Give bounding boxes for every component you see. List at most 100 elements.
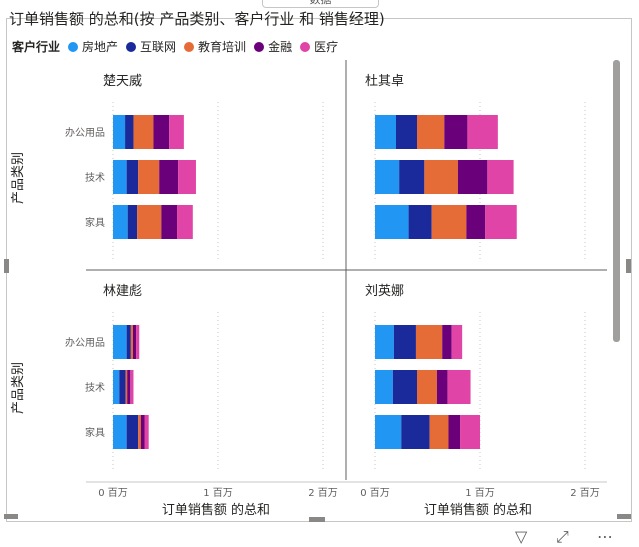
resize-handle-bottom[interactable] bbox=[309, 517, 325, 522]
bar-segment bbox=[424, 160, 458, 194]
bar-segment bbox=[161, 205, 178, 239]
legend-label: 医疗 bbox=[314, 40, 339, 54]
y-axis-title: 产品类别 bbox=[11, 362, 26, 414]
bar-segment bbox=[113, 115, 126, 149]
legend-title: 客户行业 bbox=[12, 40, 61, 54]
legend-marker-icon bbox=[254, 41, 265, 52]
bar-segment bbox=[113, 370, 120, 404]
bar-segment bbox=[396, 115, 417, 149]
bar-segment bbox=[408, 205, 432, 239]
x-axis-title: 订单销售额 的总和 bbox=[424, 502, 532, 518]
legend-marker-icon bbox=[300, 41, 311, 52]
bar-segment bbox=[448, 415, 461, 449]
legend-marker-icon bbox=[68, 41, 79, 52]
resize-handle-bottom-left[interactable] bbox=[4, 514, 18, 519]
bar-segment bbox=[485, 205, 517, 239]
vertical-scrollbar[interactable] bbox=[613, 60, 620, 342]
panel-title: 杜其卓 bbox=[365, 74, 404, 89]
legend-marker-icon bbox=[126, 41, 137, 52]
bar-segment bbox=[393, 325, 416, 359]
legend-item-real-estate[interactable]: 房地产 bbox=[68, 38, 118, 55]
legend: 客户行业 房地产 互联网 教育培训 金融 医疗 bbox=[12, 38, 346, 55]
bar-segment bbox=[457, 160, 488, 194]
x-tick-label: 2 百万 bbox=[570, 487, 600, 499]
x-tick-label: 0 百万 bbox=[360, 487, 390, 499]
resize-handle-left[interactable] bbox=[4, 259, 9, 273]
bar-segment bbox=[451, 325, 463, 359]
category-label: 家具 bbox=[85, 426, 105, 439]
bar-segment bbox=[401, 415, 430, 449]
bar-segment bbox=[442, 325, 452, 359]
y-axis-title: 产品类别 bbox=[11, 152, 26, 204]
bar-segment bbox=[140, 415, 145, 449]
category-label: 技术 bbox=[85, 171, 105, 184]
bar-segment bbox=[125, 115, 134, 149]
resize-handle-right[interactable] bbox=[626, 259, 631, 273]
bar-segment bbox=[113, 325, 127, 359]
resize-handle-bottom-right[interactable] bbox=[617, 514, 631, 519]
x-tick-label: 1 百万 bbox=[203, 487, 233, 499]
bar-segment bbox=[375, 160, 400, 194]
bar-segment bbox=[429, 415, 449, 449]
bar-segment bbox=[126, 160, 139, 194]
bar-segment bbox=[159, 160, 179, 194]
legend-label: 教育培训 bbox=[198, 40, 247, 54]
legend-item-internet[interactable]: 互联网 bbox=[126, 38, 176, 55]
x-axis-title: 订单销售额 的总和 bbox=[162, 502, 270, 518]
x-tick-label: 1 百万 bbox=[465, 487, 495, 499]
legend-item-education[interactable]: 教育培训 bbox=[184, 38, 246, 55]
bar-segment bbox=[444, 115, 468, 149]
bar-segment bbox=[375, 370, 393, 404]
bar-segment bbox=[113, 160, 127, 194]
legend-label: 金融 bbox=[268, 40, 293, 54]
legend-label: 房地产 bbox=[82, 40, 119, 54]
bar-segment bbox=[126, 325, 131, 359]
bar-segment bbox=[125, 370, 128, 404]
panel-title: 楚天威 bbox=[103, 74, 142, 89]
focus-mode-icon[interactable]: ⤢ bbox=[556, 527, 569, 546]
data-tab[interactable]: 数据 bbox=[262, 0, 379, 8]
bar-segment bbox=[126, 415, 139, 449]
category-label: 办公用品 bbox=[65, 126, 105, 139]
bar-segment bbox=[466, 205, 486, 239]
legend-label: 互联网 bbox=[140, 40, 177, 54]
bar-segment bbox=[375, 115, 396, 149]
bar-segment bbox=[375, 325, 394, 359]
x-tick-label: 0 百万 bbox=[98, 487, 128, 499]
bar-segment bbox=[138, 415, 141, 449]
bar-segment bbox=[138, 160, 160, 194]
bar-segment bbox=[375, 205, 409, 239]
bar-segment bbox=[375, 415, 402, 449]
bar-segment bbox=[447, 370, 471, 404]
x-tick-label: 2 百万 bbox=[308, 487, 338, 499]
bar-segment bbox=[178, 160, 196, 194]
legend-marker-icon bbox=[184, 41, 195, 52]
legend-item-medical[interactable]: 医疗 bbox=[300, 38, 338, 55]
bar-segment bbox=[436, 370, 448, 404]
panel-title: 刘英娜 bbox=[365, 284, 404, 299]
bar-segment bbox=[136, 325, 140, 359]
bar-segment bbox=[431, 205, 467, 239]
bar-segment bbox=[392, 370, 417, 404]
bar-segment bbox=[113, 205, 128, 239]
bar-segment bbox=[127, 370, 131, 404]
filter-icon[interactable]: ▽ bbox=[515, 527, 528, 546]
bar-segment bbox=[417, 370, 437, 404]
bar-segment bbox=[133, 115, 154, 149]
bar-segment bbox=[153, 115, 170, 149]
bar-segment bbox=[417, 115, 445, 149]
bar-segment bbox=[127, 205, 138, 239]
bar-segment bbox=[460, 415, 480, 449]
bar-segment bbox=[177, 205, 193, 239]
bar-segment bbox=[132, 325, 137, 359]
legend-item-finance[interactable]: 金融 bbox=[254, 38, 292, 55]
bar-segment bbox=[415, 325, 443, 359]
more-options-icon[interactable]: ⋯ bbox=[597, 527, 613, 546]
bar-segment bbox=[130, 370, 134, 404]
category-label: 技术 bbox=[85, 381, 105, 394]
bar-segment bbox=[467, 115, 498, 149]
bar-segment bbox=[119, 370, 126, 404]
category-label: 家具 bbox=[85, 216, 105, 229]
